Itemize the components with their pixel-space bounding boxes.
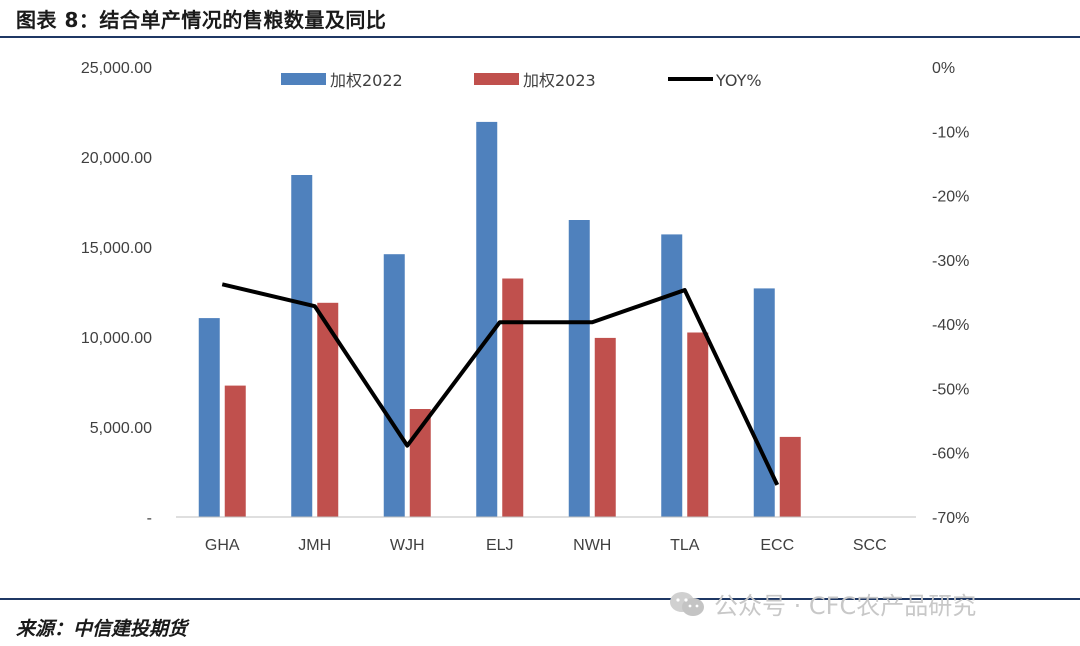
right-tick-label: -30% — [932, 253, 969, 270]
left-tick-label: - — [147, 510, 152, 527]
right-tick-label: -40% — [932, 317, 969, 334]
legend-label: YOY% — [715, 71, 762, 90]
right-tick-label: 0% — [932, 60, 955, 77]
bar-加权2022-WJH — [383, 254, 405, 517]
category-label: WJH — [390, 537, 425, 554]
right-tick-label: -60% — [932, 446, 969, 463]
source-note: 来源：中信建投期货 — [16, 618, 188, 640]
bottom-rule — [0, 598, 1080, 600]
axis-layer: - 5,000.00 10,000.00 15,000.00 20,000.00 25,0… — [81, 60, 970, 554]
category-label: ECC — [760, 537, 794, 554]
bar-加权2023-NWH — [594, 337, 616, 517]
left-tick-label: 25,000.00 — [81, 60, 152, 77]
category-label: GHA — [205, 537, 240, 554]
bar-加权2022-TLA — [661, 234, 683, 517]
category-label: TLA — [670, 537, 700, 554]
category-label: ELJ — [486, 537, 514, 554]
bar-加权2022-JMH — [291, 175, 313, 517]
bar-加权2022-ELJ — [476, 121, 498, 518]
bar-加权2023-TLA — [687, 332, 709, 517]
chart-svg: - 5,000.00 10,000.00 15,000.00 20,000.00 25,0… — [81, 60, 970, 554]
legend: 加权2022 加权2023 YOY% — [281, 71, 762, 90]
left-tick-label: 10,000.00 — [81, 330, 152, 347]
right-tick-label: -10% — [932, 124, 969, 141]
category-label: SCC — [853, 537, 887, 554]
right-tick-label: -70% — [932, 510, 969, 527]
bar-加权2023-ECC — [779, 436, 801, 517]
category-label: JMH — [298, 537, 331, 554]
line-layer — [221, 282, 780, 486]
right-tick-label: -20% — [932, 189, 969, 206]
left-tick-label: 20,000.00 — [81, 150, 152, 167]
bar-加权2023-JMH — [317, 302, 339, 517]
bar-加权2022-ECC — [753, 288, 775, 517]
left-tick-label: 15,000.00 — [81, 240, 152, 257]
legend-swatch — [474, 73, 519, 85]
bar-加权2023-ELJ — [502, 278, 524, 517]
wechat-icon — [670, 591, 704, 616]
watermark: 公众号 · CFC农产品研究 — [668, 586, 976, 621]
bars-layer — [198, 121, 801, 518]
bar-加权2022-GHA — [198, 318, 220, 517]
bar-加权2023-GHA — [224, 385, 246, 517]
right-tick-label: -50% — [932, 381, 969, 398]
figure-title: 图表 8：结合单产情况的售粮数量及同比 — [16, 8, 387, 32]
left-tick-label: 5,000.00 — [90, 420, 152, 437]
bar-加权2022-NWH — [568, 220, 590, 517]
top-rule — [0, 36, 1080, 38]
legend-label: 加权2023 — [523, 71, 596, 90]
legend-swatch — [281, 73, 326, 85]
category-label: NWH — [573, 537, 611, 554]
legend-label: 加权2022 — [330, 71, 403, 90]
watermark-text: 公众号 · CFC农产品研究 — [714, 592, 977, 620]
